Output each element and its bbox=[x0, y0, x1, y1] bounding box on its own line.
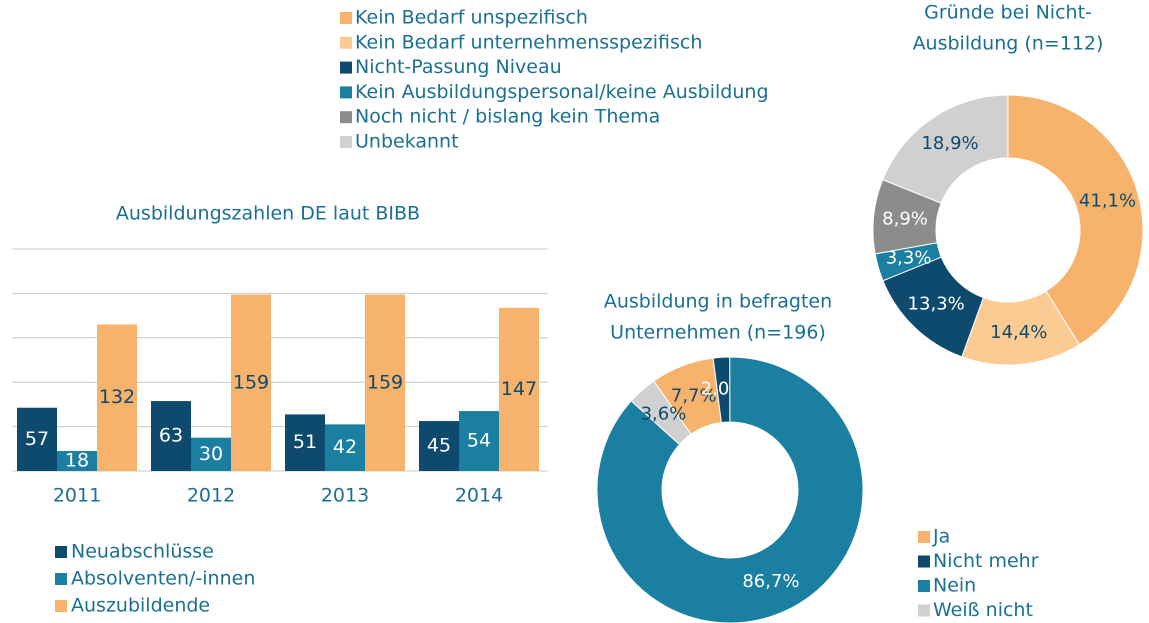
data-label: 57 bbox=[25, 428, 49, 450]
x-tick-label: 2012 bbox=[187, 485, 235, 507]
legend-swatch bbox=[918, 580, 930, 592]
legend-swatch bbox=[340, 86, 352, 99]
data-label: 18,9% bbox=[921, 133, 978, 154]
bar bbox=[151, 401, 191, 471]
data-label: 132 bbox=[99, 386, 135, 408]
bar bbox=[419, 421, 459, 471]
legend-swatch bbox=[340, 61, 352, 74]
x-tick-label: 2011 bbox=[53, 485, 101, 507]
legend-label: Ja bbox=[932, 526, 950, 548]
bar bbox=[325, 424, 365, 471]
x-tick-label: 2013 bbox=[321, 485, 369, 507]
data-label: 54 bbox=[467, 430, 491, 452]
legend-swatch bbox=[55, 546, 67, 558]
bar bbox=[97, 324, 137, 471]
data-label: 41,1% bbox=[1079, 191, 1136, 212]
bar bbox=[499, 307, 539, 471]
legend-swatch bbox=[55, 600, 67, 612]
chart-title: Unternehmen (n=196) bbox=[610, 322, 826, 344]
donut-slice bbox=[596, 356, 864, 623]
chart-title: Ausbildung in befragten bbox=[604, 291, 832, 313]
data-label: 51 bbox=[293, 431, 317, 453]
bar bbox=[191, 437, 231, 471]
data-label: 3,6% bbox=[641, 404, 687, 425]
data-label: 63 bbox=[159, 425, 183, 447]
donut-slice bbox=[630, 380, 692, 446]
data-label: 159 bbox=[233, 371, 269, 393]
legend-label: Nicht-Passung Niveau bbox=[355, 56, 562, 78]
legend-swatch bbox=[55, 573, 67, 585]
legend-swatch bbox=[340, 36, 352, 49]
legend-swatch bbox=[340, 136, 352, 148]
legend-label: Absolventen/-innen bbox=[71, 568, 255, 590]
chart-title: Ausbildungszahlen DE laut BIBB bbox=[116, 203, 420, 225]
data-label: 45 bbox=[427, 435, 451, 457]
x-tick-label: 2014 bbox=[455, 485, 503, 507]
legend-swatch bbox=[918, 604, 930, 617]
legend-label: Neuabschlüsse bbox=[71, 541, 214, 563]
bar bbox=[57, 451, 97, 471]
data-label: 7,7% bbox=[671, 385, 717, 406]
data-label: 147 bbox=[501, 378, 537, 400]
bar bbox=[365, 294, 405, 471]
bar bbox=[17, 407, 57, 471]
legend-label: Auszubildende bbox=[71, 595, 210, 617]
legend-swatch bbox=[918, 555, 930, 568]
legend-label: Kein Ausbildungspersonal/keine Ausbildun… bbox=[355, 81, 769, 103]
data-label: 13,3% bbox=[908, 293, 965, 314]
legend-label: Noch nicht / bislang kein Thema bbox=[355, 106, 660, 128]
data-label: 3,3% bbox=[886, 248, 932, 269]
donut-slice bbox=[882, 94, 1009, 204]
legend-swatch bbox=[340, 12, 352, 24]
data-label: 14,4% bbox=[990, 322, 1047, 343]
data-label: 42 bbox=[333, 436, 357, 458]
chart-title: Ausbildung (n=112) bbox=[913, 33, 1104, 55]
legend-label: Nein bbox=[933, 575, 976, 597]
data-label: 30 bbox=[199, 443, 223, 465]
legend-label: Unbekannt bbox=[355, 131, 459, 153]
legend-label: Nicht mehr bbox=[933, 550, 1039, 572]
data-label: 18 bbox=[65, 450, 89, 472]
legend-label: Weiß nicht bbox=[933, 599, 1033, 621]
legend-label: Kein Bedarf unternehmensspezifisch bbox=[355, 31, 702, 53]
legend-swatch bbox=[918, 531, 930, 543]
data-label: 159 bbox=[367, 371, 403, 393]
donut-slice bbox=[1007, 94, 1144, 346]
legend-label: Kein Bedarf unspezifisch bbox=[355, 7, 588, 29]
data-label: 86,7% bbox=[742, 571, 799, 592]
legend-swatch bbox=[340, 111, 352, 124]
data-label: 8,9% bbox=[882, 208, 928, 229]
chart-title: Gründe bei Nicht- bbox=[924, 2, 1092, 24]
bar bbox=[231, 294, 271, 471]
bar bbox=[285, 414, 325, 471]
bar bbox=[459, 411, 499, 471]
